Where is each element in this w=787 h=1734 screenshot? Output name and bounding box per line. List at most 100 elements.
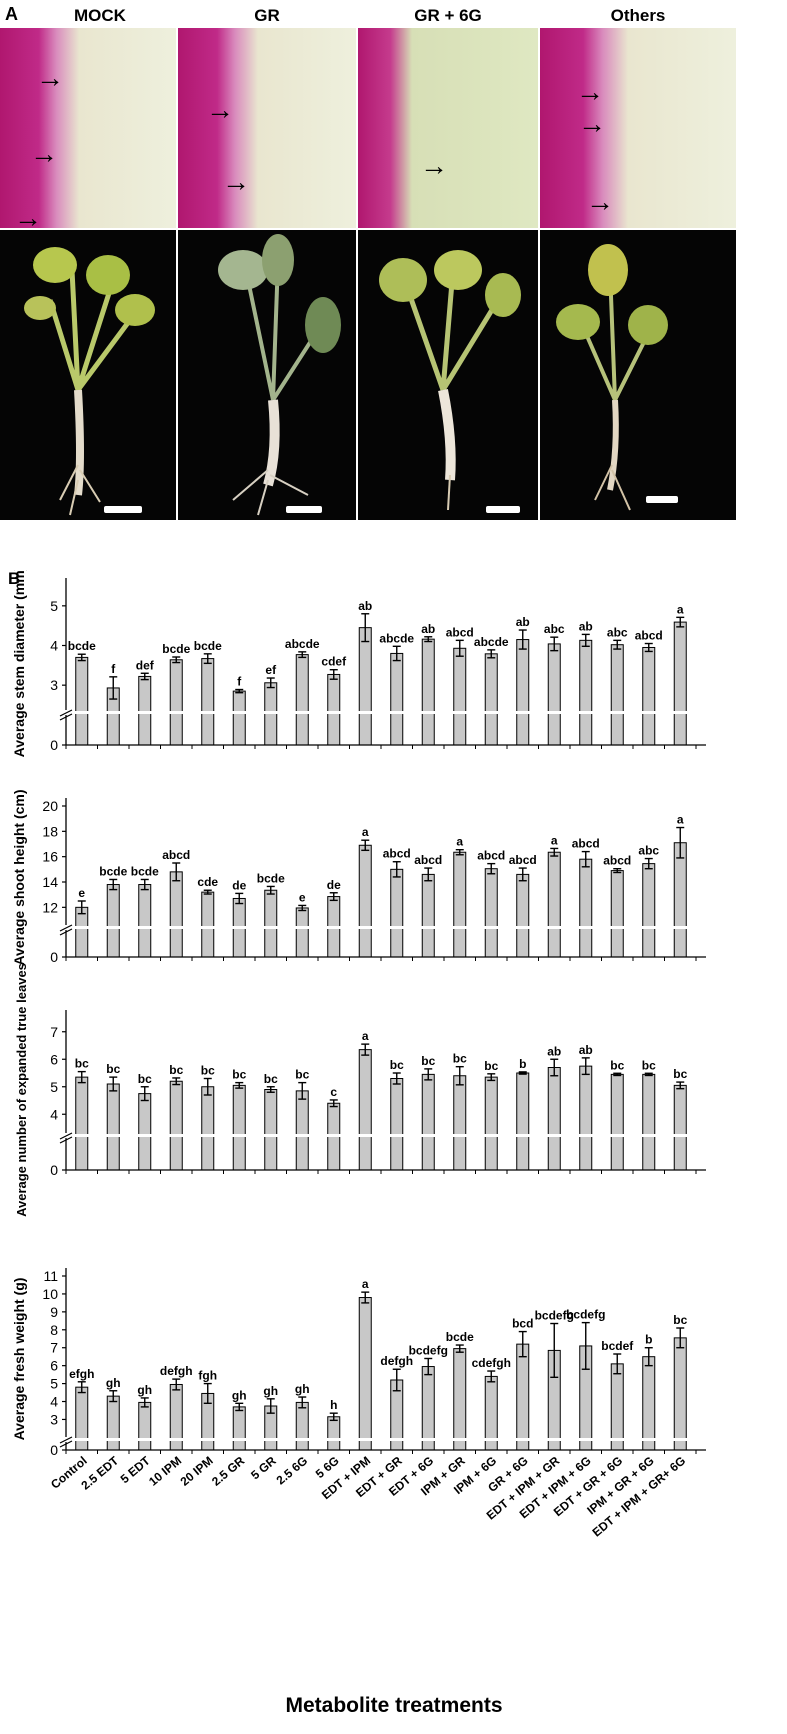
significance-letter: bc	[138, 1072, 152, 1086]
bar	[390, 652, 404, 746]
bar	[390, 1078, 404, 1171]
y-tick-label: 4	[50, 1106, 58, 1122]
y-tick-label: 3	[50, 1411, 58, 1427]
y-tick-label: 0	[50, 1162, 58, 1178]
significance-letter: bc	[421, 1054, 435, 1068]
significance-letter: de	[232, 878, 246, 892]
significance-letter: bc	[75, 1057, 89, 1071]
significance-letter: bcde	[257, 871, 285, 885]
y-tick-label: 16	[42, 849, 58, 865]
bar	[264, 1089, 278, 1171]
significance-letter: abcd	[383, 847, 411, 861]
y-tick-label: 20	[42, 798, 58, 814]
bar	[484, 1076, 498, 1171]
significance-letter: a	[362, 1277, 369, 1291]
y-tick-label: 11	[43, 1268, 58, 1284]
significance-letter: f	[111, 662, 116, 676]
significance-letter: gh	[232, 1388, 247, 1402]
bar	[673, 1337, 687, 1451]
panel-a-photos: A MOCK GR GR + 6G Others → → → → → → → →…	[0, 0, 787, 570]
bar	[421, 1073, 435, 1171]
significance-letter: cde	[197, 875, 218, 889]
bar	[232, 690, 246, 746]
significance-letter: bcdef	[601, 1339, 634, 1353]
significance-letter: bc	[453, 1052, 467, 1066]
column-title-gr-6g: GR + 6G	[414, 6, 482, 25]
bar	[232, 1084, 246, 1171]
y-axis-break-mark	[59, 924, 73, 932]
bar	[516, 1343, 530, 1451]
significance-letter: ab	[547, 1044, 561, 1058]
significance-letter: defgh	[380, 1354, 413, 1368]
significance-letter: bcde	[194, 639, 222, 653]
significance-letter: bc	[642, 1058, 656, 1072]
bar	[358, 627, 372, 746]
significance-letter: abcde	[474, 635, 509, 649]
bar	[106, 884, 120, 958]
y-tick-label: 0	[50, 737, 58, 753]
significance-letter: ab	[579, 619, 593, 633]
plant-photo-mock	[0, 230, 176, 520]
bar	[484, 653, 498, 746]
x-tick-label: 10 IPM	[146, 1454, 184, 1489]
y-axis-break-mark	[59, 1440, 73, 1448]
micrograph-gr: → → →	[178, 28, 356, 228]
bar	[673, 1084, 687, 1171]
y-axis-label: Average fresh weight (g)	[11, 1278, 27, 1441]
significance-letter: bc	[232, 1068, 246, 1082]
micrograph-others: → → →	[540, 28, 736, 228]
significance-letter: bcde	[446, 1330, 474, 1344]
x-tick-label: 20 IPM	[178, 1454, 216, 1489]
bar	[358, 1049, 372, 1171]
significance-letter: bcde	[68, 639, 96, 653]
y-tick-label: 6	[50, 1358, 58, 1374]
significance-letter: a	[677, 602, 684, 616]
significance-letter: bcdefg	[535, 1309, 574, 1323]
y-tick-label: 18	[42, 823, 58, 839]
bar	[390, 868, 404, 958]
bar	[201, 658, 215, 746]
significance-letter: bc	[610, 1058, 624, 1072]
bar	[642, 1073, 656, 1171]
significance-letter: gh	[137, 1383, 152, 1397]
column-title-others: Others	[610, 6, 666, 25]
bar	[610, 870, 624, 958]
y-tick-label: 3	[50, 677, 58, 693]
arrow-icon: →	[586, 186, 614, 217]
significance-letter: ef	[265, 663, 277, 677]
bar	[453, 1348, 467, 1451]
bar	[516, 1072, 530, 1171]
significance-letter: de	[327, 878, 341, 892]
bar	[138, 675, 152, 746]
significance-letter: bc	[201, 1064, 215, 1078]
significance-letter: abc	[607, 625, 628, 639]
significance-letter: ab	[516, 615, 530, 629]
significance-letter: gh	[295, 1382, 310, 1396]
bar	[138, 884, 152, 958]
y-tick-label: 12	[42, 899, 58, 915]
bar	[169, 659, 183, 746]
bar	[610, 1073, 624, 1171]
bar	[75, 906, 89, 958]
significance-letter: e	[78, 886, 85, 900]
y-tick-label: 0	[50, 1442, 58, 1458]
y-axis-break-mark	[59, 713, 73, 721]
bar	[516, 873, 530, 958]
significance-letter: cdefgh	[472, 1356, 511, 1370]
bar	[295, 1401, 309, 1451]
column-title-gr: GR	[254, 6, 280, 25]
arrow-icon: →	[14, 202, 42, 229]
y-axis-label: Average shoot height (cm)	[11, 789, 27, 965]
bar	[169, 1080, 183, 1171]
arrow-icon: →	[30, 138, 58, 169]
bar	[453, 647, 467, 746]
bar	[327, 1416, 341, 1451]
bar	[75, 656, 89, 746]
arrow-icon: →	[36, 62, 64, 93]
significance-letter: abcde	[379, 631, 414, 645]
bar	[642, 863, 656, 958]
bar	[453, 1075, 467, 1171]
axis-break-band	[68, 1438, 704, 1441]
y-axis-break-mark	[59, 1136, 73, 1144]
x-tick-label: 2.5 6G	[274, 1454, 311, 1488]
